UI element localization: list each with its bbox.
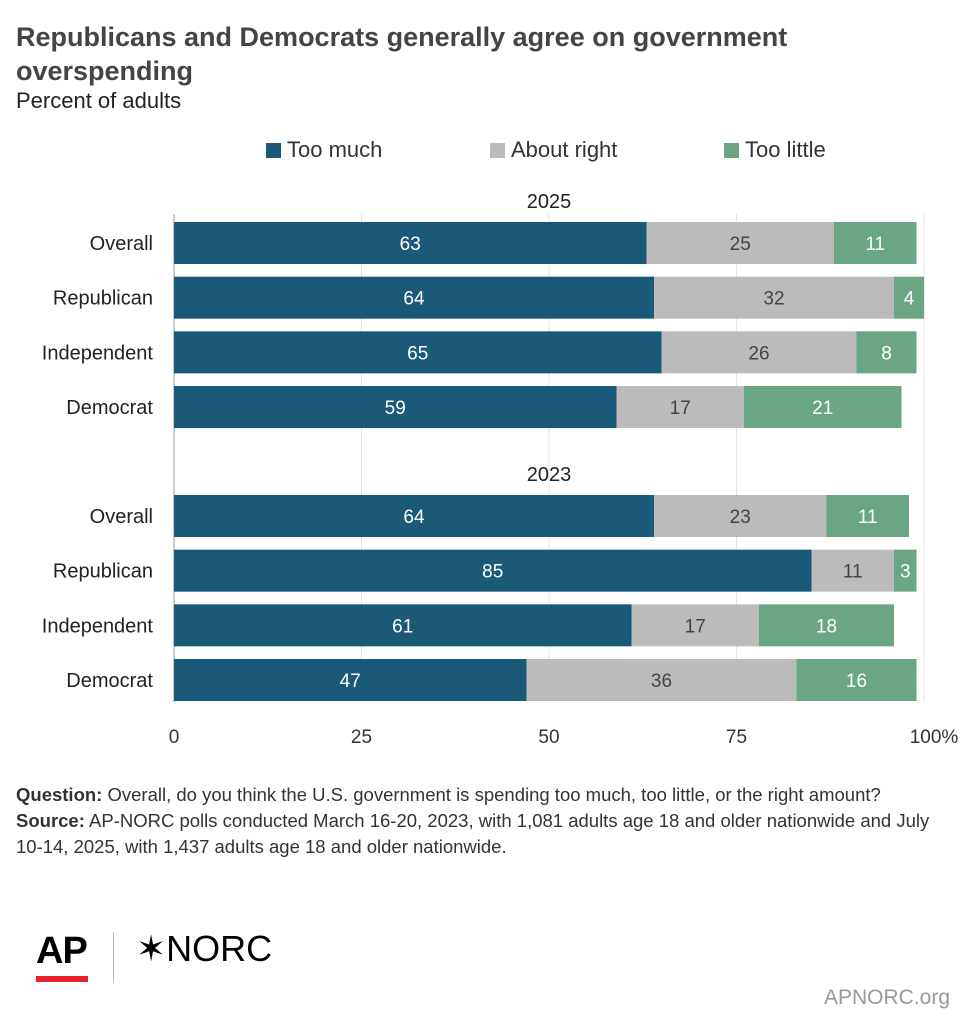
bar-segment [174, 222, 647, 264]
bar-segment [174, 331, 662, 374]
x-tick-label: 50 [538, 727, 559, 748]
data-label: 21 [812, 398, 833, 419]
category-label: Democrat [66, 670, 153, 692]
group-label: 2025 [527, 191, 572, 213]
data-label: 11 [865, 234, 885, 255]
data-label: 16 [846, 671, 867, 692]
data-label: 11 [858, 507, 878, 528]
bar-segment [744, 386, 902, 429]
data-label: 59 [385, 398, 406, 419]
x-tick-label: 25 [351, 727, 372, 748]
data-label: 8 [881, 343, 892, 364]
bar-segment [631, 604, 759, 647]
question-text: Overall, do you think the U.S. governmen… [107, 784, 881, 805]
chart-notes: Question: Overall, do you think the U.S.… [16, 782, 946, 860]
bar-segment [654, 495, 827, 537]
bar-segment [646, 222, 834, 264]
legend-label-too-much: Too much [287, 137, 383, 162]
data-label: 17 [685, 616, 706, 637]
legend-label-too-little: Too little [745, 137, 826, 162]
legend-item-about-right: About right [490, 137, 617, 163]
x-tick-label: 100% [910, 727, 959, 748]
data-label: 3 [900, 562, 911, 583]
norc-logo: ✶NORC [136, 928, 272, 970]
bar-segment [894, 549, 917, 592]
data-label: 61 [392, 616, 413, 637]
bar-segment [174, 659, 527, 702]
bar-segment [661, 331, 857, 374]
data-label: 25 [730, 234, 751, 255]
bar-segment [174, 604, 632, 647]
bar-segment [526, 659, 797, 702]
logo-divider [113, 932, 114, 982]
category-label: Independent [42, 342, 154, 364]
category-label: Republican [53, 561, 153, 583]
stacked-bar-chart: 2025 Overall 63 25 11 Republican 64 32 4 Independ… [42, 191, 959, 748]
bar-segment [616, 386, 744, 429]
bar-segment [759, 604, 894, 647]
bar-segment [856, 331, 917, 374]
data-label: 65 [407, 343, 428, 364]
data-label: 63 [400, 234, 421, 255]
legend-item-too-much: Too much [266, 137, 382, 163]
chart-title: Republicans and Democrats generally agre… [16, 22, 788, 86]
data-label: 4 [904, 289, 915, 310]
data-label: 64 [403, 507, 425, 528]
category-label: Democrat [66, 397, 153, 419]
chart-subtitle: Percent of adults [16, 88, 182, 113]
legend: Too much About right Too little [0, 137, 966, 165]
source-text: AP-NORC polls conducted March 16-20, 202… [16, 810, 930, 857]
ap-logo: AP [36, 930, 88, 972]
data-label: 85 [482, 562, 503, 583]
bar-segment [796, 659, 917, 702]
x-tick-label: 75 [726, 727, 747, 748]
bar-segment [174, 549, 812, 592]
data-label: 36 [651, 671, 672, 692]
data-label: 23 [730, 507, 751, 528]
data-label: 17 [670, 398, 691, 419]
legend-swatch-about-right [490, 142, 505, 158]
site-url: APNORC.org [823, 986, 950, 1009]
bar-segment [834, 222, 917, 264]
data-label: 47 [340, 671, 361, 692]
bar-segment [174, 276, 654, 319]
bar-segment [654, 276, 894, 319]
group-label: 2023 [527, 464, 572, 486]
data-label: 32 [763, 289, 784, 310]
category-label: Overall [90, 506, 153, 528]
bar-segment [811, 549, 894, 592]
data-label: 64 [403, 289, 425, 310]
bar-segment [826, 495, 909, 537]
question-label: Question: [16, 784, 103, 805]
category-label: Independent [42, 615, 154, 637]
legend-swatch-too-little [724, 142, 739, 158]
legend-label-about-right: About right [511, 137, 618, 162]
legend-swatch-too-much [266, 142, 281, 158]
x-tick-label: 0 [169, 727, 180, 748]
category-label: Republican [53, 288, 153, 310]
bar-segment [174, 386, 617, 429]
norc-logo-text: NORC [166, 928, 273, 969]
ap-logo-bar [36, 976, 88, 982]
norc-star-icon: ✶ [136, 928, 167, 969]
bar-segment [174, 495, 654, 537]
legend-item-too-little: Too little [724, 137, 826, 163]
data-label: 26 [748, 343, 769, 364]
source-label: Source: [16, 810, 85, 831]
data-label: 11 [843, 562, 863, 583]
bar-segment [894, 276, 924, 319]
data-label: 18 [816, 616, 837, 637]
category-label: Overall [90, 233, 153, 255]
